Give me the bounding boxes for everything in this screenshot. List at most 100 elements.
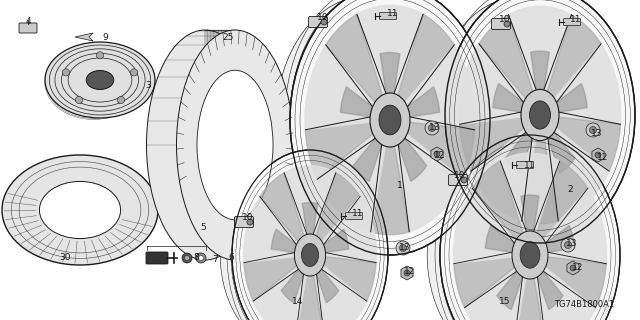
Polygon shape — [394, 134, 463, 232]
Text: 9: 9 — [102, 34, 108, 43]
FancyBboxPatch shape — [146, 252, 168, 264]
Circle shape — [198, 255, 204, 260]
Polygon shape — [479, 15, 532, 98]
Polygon shape — [353, 138, 381, 181]
Circle shape — [595, 152, 601, 158]
Ellipse shape — [379, 105, 401, 135]
FancyBboxPatch shape — [380, 12, 397, 20]
FancyBboxPatch shape — [492, 19, 511, 29]
Text: TG74B1800A1: TG74B1800A1 — [554, 300, 614, 309]
Polygon shape — [401, 266, 413, 280]
Polygon shape — [534, 268, 595, 320]
Polygon shape — [547, 15, 601, 98]
Ellipse shape — [290, 0, 490, 255]
Polygon shape — [556, 117, 620, 171]
Polygon shape — [505, 132, 532, 173]
Polygon shape — [302, 203, 317, 235]
Circle shape — [589, 126, 596, 133]
Text: 8: 8 — [193, 253, 199, 262]
Polygon shape — [305, 122, 373, 179]
Polygon shape — [371, 146, 409, 235]
Polygon shape — [513, 278, 547, 320]
Polygon shape — [493, 84, 524, 112]
Polygon shape — [317, 134, 385, 232]
Circle shape — [131, 69, 138, 76]
Text: 30: 30 — [60, 253, 71, 262]
Text: 12: 12 — [435, 150, 445, 159]
FancyBboxPatch shape — [516, 162, 534, 169]
Polygon shape — [460, 117, 524, 171]
Polygon shape — [357, 5, 423, 95]
Polygon shape — [398, 138, 427, 181]
Polygon shape — [557, 84, 587, 112]
Circle shape — [76, 96, 83, 104]
Ellipse shape — [220, 158, 364, 320]
FancyBboxPatch shape — [346, 212, 362, 220]
Circle shape — [434, 151, 440, 157]
Ellipse shape — [520, 242, 540, 268]
Polygon shape — [521, 195, 539, 231]
Ellipse shape — [529, 101, 550, 129]
Ellipse shape — [440, 135, 620, 320]
Polygon shape — [543, 188, 607, 264]
Ellipse shape — [45, 42, 155, 118]
Circle shape — [396, 241, 410, 255]
Polygon shape — [509, 6, 572, 92]
Polygon shape — [545, 257, 606, 308]
Circle shape — [117, 96, 125, 104]
Polygon shape — [305, 45, 375, 130]
Text: 5: 5 — [200, 223, 206, 233]
Text: 13: 13 — [429, 123, 441, 132]
Polygon shape — [323, 257, 376, 301]
FancyBboxPatch shape — [563, 19, 580, 26]
Text: 14: 14 — [292, 298, 304, 307]
Circle shape — [564, 242, 572, 249]
Polygon shape — [281, 269, 303, 303]
Text: 12: 12 — [404, 268, 416, 276]
Ellipse shape — [433, 0, 607, 233]
Text: 2: 2 — [567, 186, 573, 195]
Text: 13: 13 — [399, 244, 411, 252]
Circle shape — [425, 121, 439, 135]
Polygon shape — [314, 266, 367, 320]
Circle shape — [97, 52, 104, 59]
Polygon shape — [380, 52, 400, 93]
Ellipse shape — [2, 155, 158, 265]
Text: 13: 13 — [566, 239, 578, 249]
Circle shape — [182, 253, 192, 263]
Text: 12: 12 — [597, 154, 609, 163]
Text: 11: 11 — [570, 15, 582, 25]
Polygon shape — [398, 14, 454, 102]
Ellipse shape — [370, 93, 410, 147]
Text: 10: 10 — [317, 13, 329, 22]
FancyBboxPatch shape — [234, 217, 253, 228]
Circle shape — [461, 177, 467, 183]
Text: 6: 6 — [228, 253, 234, 262]
Polygon shape — [460, 44, 525, 124]
Polygon shape — [431, 147, 443, 161]
Polygon shape — [324, 229, 349, 252]
Text: 1: 1 — [397, 180, 403, 189]
Text: 11: 11 — [387, 10, 399, 19]
Ellipse shape — [147, 30, 264, 260]
Polygon shape — [271, 229, 296, 252]
Polygon shape — [284, 166, 336, 236]
Text: 10: 10 — [243, 213, 253, 222]
FancyBboxPatch shape — [449, 174, 467, 186]
Polygon shape — [75, 33, 93, 41]
Polygon shape — [340, 87, 372, 117]
Ellipse shape — [276, 0, 460, 244]
Ellipse shape — [177, 30, 294, 260]
Ellipse shape — [301, 244, 319, 267]
Polygon shape — [454, 257, 515, 308]
Ellipse shape — [232, 150, 388, 320]
Text: 12: 12 — [572, 263, 584, 273]
Polygon shape — [322, 196, 376, 263]
Polygon shape — [554, 44, 621, 124]
Polygon shape — [295, 276, 325, 320]
Circle shape — [63, 69, 70, 76]
Polygon shape — [316, 173, 360, 241]
Ellipse shape — [86, 70, 114, 90]
Polygon shape — [317, 269, 339, 303]
Polygon shape — [472, 161, 523, 239]
